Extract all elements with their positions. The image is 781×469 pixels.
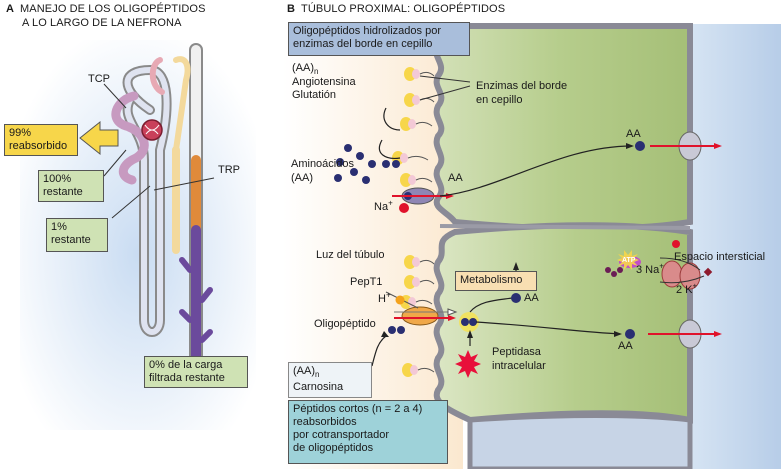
- reabsorbed-arrow: [79, 120, 119, 156]
- box-hydrolyzed: Oligopéptidos hidrolizados por enzimas d…: [288, 22, 470, 56]
- cell-oligopeptide-dot-2: [469, 318, 477, 326]
- aan-top-label: (AA)n: [292, 62, 319, 77]
- brush-enzymes-line2: en cepillo: [476, 94, 523, 106]
- box-1-line1: 1%: [51, 221, 67, 233]
- peptidasa-line1: Peptidasa: [492, 346, 541, 358]
- box-0-line2: filtrada restante: [149, 372, 225, 384]
- glutation-label: Glutatión: [292, 89, 337, 101]
- aan-bottom: (AA): [293, 365, 315, 377]
- aan-top-sub: n: [314, 67, 319, 77]
- panel-b-title: TÚBULO PROXIMAL: OLIGOPÉPTIDOS: [301, 3, 506, 15]
- brush-enzymes-line1: Enzimas del borde: [476, 80, 568, 92]
- short-line2: reabsorbidos: [293, 416, 357, 428]
- oligopeptide-dot-2: [397, 326, 405, 334]
- box-metabolismo: Metabolismo: [455, 271, 537, 291]
- k2-label: 2 K+: [676, 281, 698, 297]
- panel-a-header: A MANEJO DE LOS OLIGOPÉPTIDOS: [6, 3, 206, 16]
- brush-border-enzymes: [392, 67, 435, 377]
- short-line1: Péptidos cortos (n = 2 a 4): [293, 403, 423, 415]
- box-1-remaining: 1% restante: [46, 218, 108, 252]
- trp-label: TRP: [218, 164, 240, 176]
- aan-bottom-sub: n: [315, 370, 320, 380]
- h-text: H: [378, 293, 386, 305]
- aa-label-basolateral-lower: AA: [618, 340, 633, 352]
- na3-label: 3 Na+: [636, 261, 664, 277]
- aa-dot-metabolism: [511, 293, 521, 303]
- box-100-line2: restante: [43, 186, 83, 198]
- hydrolyzed-line1: Oligopéptidos hidrolizados por: [293, 25, 441, 37]
- proton-dot: [395, 295, 405, 305]
- upper-epithelial-cell: [399, 23, 693, 232]
- box-99-line1: 99%: [9, 127, 32, 139]
- na-text: Na: [374, 201, 389, 213]
- panel-b-header: B TÚBULO PROXIMAL: OLIGOPÉPTIDOS: [287, 3, 505, 16]
- aa-label-lumen: AA: [448, 172, 463, 184]
- panel-b-letter: B: [287, 3, 296, 15]
- nephron-drawing: [111, 43, 213, 363]
- na3-sup: +: [659, 261, 664, 271]
- box-99-reabsorbed: 99% reabsorbido: [4, 124, 78, 156]
- tcp-label: TCP: [88, 73, 110, 85]
- box-100-line1: 100%: [43, 173, 72, 185]
- peptidase-star: [455, 350, 481, 378]
- aan-bottom-label: (AA)n: [293, 365, 367, 380]
- k2-sup: +: [692, 281, 698, 291]
- oligopeptido-label: Oligopéptido: [314, 318, 376, 330]
- box-0-remaining: 0% de la carga filtrada restante: [144, 356, 248, 388]
- oligopeptide-dot-1: [388, 326, 396, 334]
- aa-label-basolateral-upper: AA: [626, 128, 641, 140]
- carnosina-label: Carnosina: [293, 381, 344, 393]
- h-label: H+: [378, 290, 391, 306]
- short-line3: por cotransportador: [293, 429, 389, 441]
- basolateral-channel-lower: [648, 319, 722, 349]
- peptidasa-line2: intracelular: [492, 360, 546, 372]
- box-short-peptides: Péptidos cortos (n = 2 a 4) reabsorbidos…: [288, 400, 448, 464]
- panel-a-title-line2: A LO LARGO DE LA NEFRONA: [22, 17, 182, 29]
- short-line4: de oligopéptidos: [293, 442, 374, 454]
- box-100-remaining: 100% restante: [38, 170, 104, 202]
- na-label: Na+: [374, 198, 393, 214]
- pept1-label: PepT1: [350, 276, 383, 288]
- metabolismo-label: Metabolismo: [460, 274, 523, 286]
- na-k-atpase: [605, 240, 713, 290]
- box-carnosina: (AA)n Carnosina: [288, 362, 372, 398]
- na-aa-cotransporter: [392, 187, 454, 213]
- h-sup: +: [385, 290, 391, 300]
- box-0-line1: 0% de la carga: [149, 359, 223, 371]
- cell-oligopeptide-dot-1: [461, 318, 469, 326]
- aan-top: (AA): [292, 62, 314, 74]
- panel-a-letter: A: [6, 3, 15, 15]
- basolateral-channel-upper: [650, 131, 722, 161]
- angiotensina-label: Angiotensina: [292, 76, 356, 88]
- k2-text: 2 K: [676, 284, 693, 296]
- espacio-label: Espacio intersticial: [674, 251, 766, 263]
- aa-dot-basolateral-lower: [625, 329, 635, 339]
- interstitial-region: [690, 24, 781, 469]
- hydrolyzed-line2: enzimas del borde en cepillo: [293, 38, 433, 50]
- na3-text: 3 Na: [636, 264, 660, 276]
- amino-acid-dots: [334, 144, 400, 184]
- aminoacidos-line2: (AA): [291, 172, 313, 184]
- aminoacidos-line1: Aminoácidos: [291, 158, 354, 170]
- pept1-transporter: [385, 291, 458, 326]
- na-sup: +: [388, 198, 393, 208]
- box-1-line2: restante: [51, 234, 91, 246]
- lumen-label: Luz del túbulo: [316, 249, 385, 261]
- box-99-line2: reabsorbido: [9, 140, 68, 152]
- aa-label-metabolism: AA: [524, 292, 539, 304]
- aa-dot-basolateral-upper: [635, 141, 645, 151]
- panel-a-title-line1: MANEJO DE LOS OLIGOPÉPTIDOS: [20, 3, 206, 15]
- atp-label: ATP: [622, 257, 636, 264]
